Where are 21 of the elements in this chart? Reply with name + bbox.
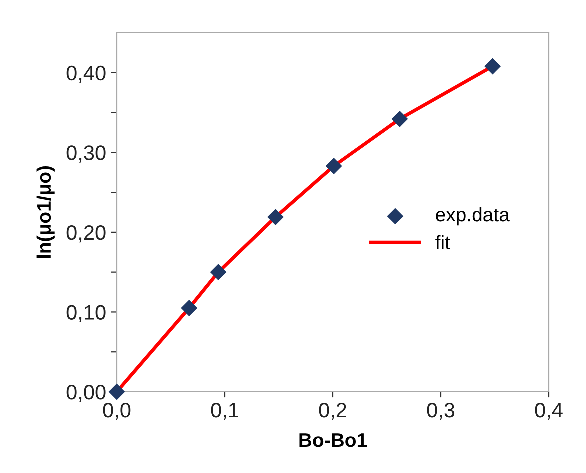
x-tick-label: 0,1 (211, 402, 238, 420)
point (210, 264, 227, 281)
legend-label: exp.data (436, 207, 510, 226)
y-tick-label: 0,40 (66, 66, 106, 84)
y-tick-label: 0,20 (66, 225, 106, 243)
point (484, 58, 502, 75)
point (108, 384, 126, 400)
y-tick-label: 0,30 (66, 146, 106, 163)
y-axis-title: ln(μo1/μo) (36, 166, 55, 258)
y-tick-label: 0,00 (66, 385, 106, 402)
x-tick-label: 0,0 (103, 402, 131, 420)
x-tick-label: 0,4 (535, 402, 563, 420)
y-tick-label: 0,10 (66, 305, 106, 322)
x-tick-label: 0,2 (319, 402, 346, 420)
point (268, 209, 284, 226)
x-axis-title: Bo-Bo1 (300, 434, 368, 448)
x-tick-label: 0,3 (427, 402, 455, 420)
legend-label: fit (436, 235, 450, 250)
point (181, 300, 198, 316)
point (326, 158, 342, 174)
point (392, 110, 408, 128)
